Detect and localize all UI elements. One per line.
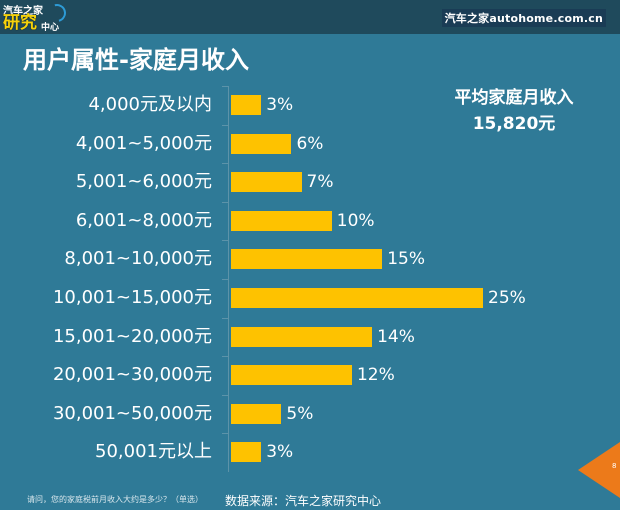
value-label: 10% xyxy=(336,210,375,231)
category-label: 10,001~15,000元 xyxy=(52,287,212,308)
category-label: 4,000元及以内 xyxy=(88,94,212,115)
average-income-callout: 平均家庭月收入 15,820元 xyxy=(428,85,600,137)
bar-row: 5,001~6,000元 7% xyxy=(0,171,620,193)
bar xyxy=(231,365,352,386)
category-label: 6,001~8,000元 xyxy=(75,209,212,231)
category-label: 15,001~20,000元 xyxy=(52,325,212,347)
page-tab-icon xyxy=(578,442,620,498)
bar xyxy=(231,249,383,270)
bar-row: 50,001元以上 3% xyxy=(0,441,620,463)
autohome-research-logo: 汽车之家 研究 中心 xyxy=(2,0,70,34)
category-label: 50,001元以上 xyxy=(95,441,212,463)
value-label: 3% xyxy=(266,95,294,115)
y-axis-line xyxy=(228,86,229,472)
axis-tick xyxy=(222,240,228,242)
brand-url: 汽车之家autohome.com.cn xyxy=(441,9,606,27)
axis-tick xyxy=(222,201,228,203)
axis-tick xyxy=(222,163,228,165)
axis-tick xyxy=(222,356,228,358)
top-bar: 汽车之家 研究 中心 汽车之家autohome.com.cn xyxy=(0,0,620,34)
bar-row: 4,001~5,000元 6% xyxy=(0,133,620,155)
axis-tick xyxy=(222,394,228,396)
value-label: 6% xyxy=(296,133,324,154)
bar xyxy=(231,326,373,347)
page-title: 用户属性-家庭月收入 xyxy=(23,46,249,74)
category-label: 8,001~10,000元 xyxy=(64,248,212,270)
bar xyxy=(231,133,292,154)
logo-text-main: 研究 xyxy=(3,13,37,33)
value-label: 3% xyxy=(266,442,294,463)
bar-row: 20,001~30,000元 12% xyxy=(0,364,620,386)
category-label: 4,001~5,000元 xyxy=(75,132,212,154)
category-label: 30,001~50,000元 xyxy=(52,402,212,424)
average-income-value: 15,820元 xyxy=(472,114,556,134)
bar-row: 30,001~50,000元 5% xyxy=(0,403,620,425)
bar xyxy=(231,172,302,193)
value-label: 25% xyxy=(488,288,526,308)
category-label: 20,001~30,000元 xyxy=(52,364,212,386)
axis-tick xyxy=(222,124,228,126)
bar-row: 8,001~10,000元 15% xyxy=(0,248,620,270)
value-label: 7% xyxy=(306,172,334,193)
bar xyxy=(231,403,282,424)
category-label: 5,001~6,000元 xyxy=(75,171,212,193)
value-label: 5% xyxy=(286,403,314,424)
logo-text-sub: 中心 xyxy=(41,23,60,33)
bar xyxy=(231,95,262,115)
survey-question: 请问，您的家庭税前月收入大约是多少？（单选） xyxy=(27,495,203,504)
logo-text-top: 汽车之家 xyxy=(3,6,43,17)
bar-row: 15,001~20,000元 14% xyxy=(0,326,620,348)
average-income-label: 平均家庭月收入 xyxy=(454,88,574,108)
bar xyxy=(231,210,332,231)
axis-tick xyxy=(222,279,228,280)
value-label: 15% xyxy=(387,249,425,270)
axis-tick xyxy=(222,86,228,87)
axis-tick xyxy=(222,317,228,319)
bar xyxy=(231,442,262,463)
value-label: 14% xyxy=(377,326,415,347)
axis-tick xyxy=(222,433,228,435)
bar-row: 10,001~15,000元 25% xyxy=(0,287,620,309)
page-number: 8 xyxy=(612,462,617,470)
value-label: 12% xyxy=(356,365,395,386)
bar xyxy=(231,288,483,308)
data-source: 数据来源：汽车之家研究中心 xyxy=(225,494,382,508)
bar-row: 6,001~8,000元 10% xyxy=(0,210,620,232)
bar-row: 4,000元及以内 3% xyxy=(0,94,620,116)
